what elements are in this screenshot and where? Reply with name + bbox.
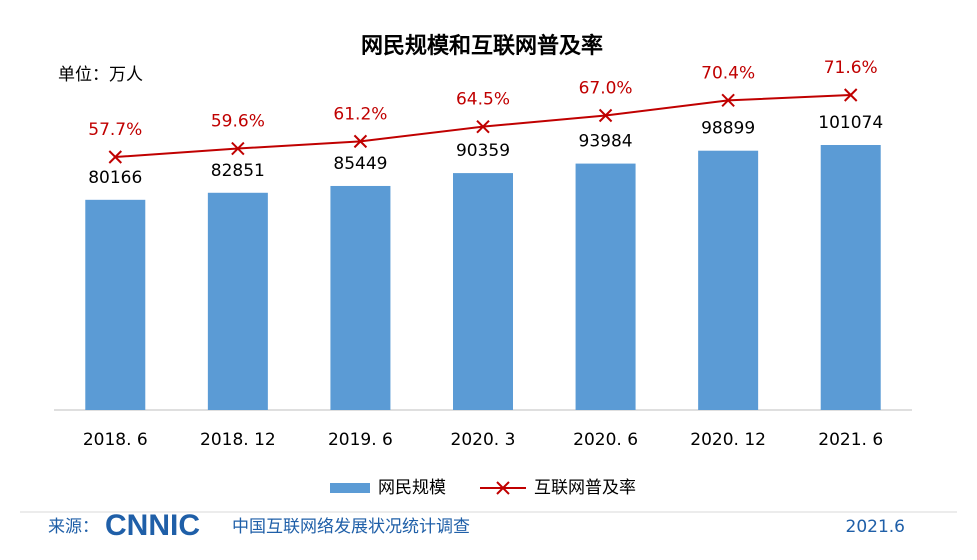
x-tick-label: 2019. 6 [328,430,393,450]
value-label: 85449 [333,154,387,174]
value-label: 67.0% [579,79,633,99]
bar [453,173,513,410]
unit-label: 单位：万人 [58,65,143,85]
value-label: 71.6% [824,58,878,78]
marker-stroke [844,88,858,102]
marker-stroke [108,150,122,164]
x-tick-label: 2020. 12 [690,430,766,450]
value-label: 59.6% [211,112,265,132]
x-tick-label: 2018. 12 [200,430,276,450]
bar [575,163,636,410]
marker-stroke [721,93,735,108]
source-label: 来源： [48,517,99,537]
bar [85,199,146,410]
date: 2021.6 [846,517,905,537]
x-tick-label: 2020. 3 [451,430,516,450]
value-label: 93984 [579,132,633,152]
legend-marker [496,481,510,495]
value-label: 82851 [211,161,265,181]
marker [476,119,490,134]
value-label: 101074 [818,113,883,133]
bar [820,145,881,410]
x-tick-label: 2018. 6 [83,430,148,450]
value-label: 61.2% [333,104,387,124]
marker [353,134,368,149]
marker [598,108,613,123]
bar [207,192,268,410]
value-label: 90359 [456,141,510,161]
marker-stroke [598,108,613,123]
value-label: 70.4% [701,63,755,83]
legend-swatch [330,483,370,493]
marker [844,88,858,102]
marker-stroke [353,134,368,149]
legend-label: 互联网普及率 [534,478,636,498]
value-label: 80166 [88,168,142,188]
legend-label: 网民规模 [378,478,446,498]
value-label: 98899 [701,119,755,139]
chart-title: 网民规模和互联网普及率 [361,33,603,59]
marker [721,93,735,108]
bar [330,185,391,410]
marker [231,141,245,156]
marker-stroke [476,119,490,134]
marker [108,150,122,164]
source-logo: CNNIC [105,509,200,542]
x-tick-label: 2021. 6 [818,430,883,450]
value-label: 64.5% [456,90,510,110]
marker-stroke [231,141,245,156]
value-label: 57.7% [88,120,142,140]
bar [698,150,759,410]
source-name: 中国互联网络发展状况统计调查 [232,517,470,537]
x-tick-label: 2020. 6 [573,430,638,450]
